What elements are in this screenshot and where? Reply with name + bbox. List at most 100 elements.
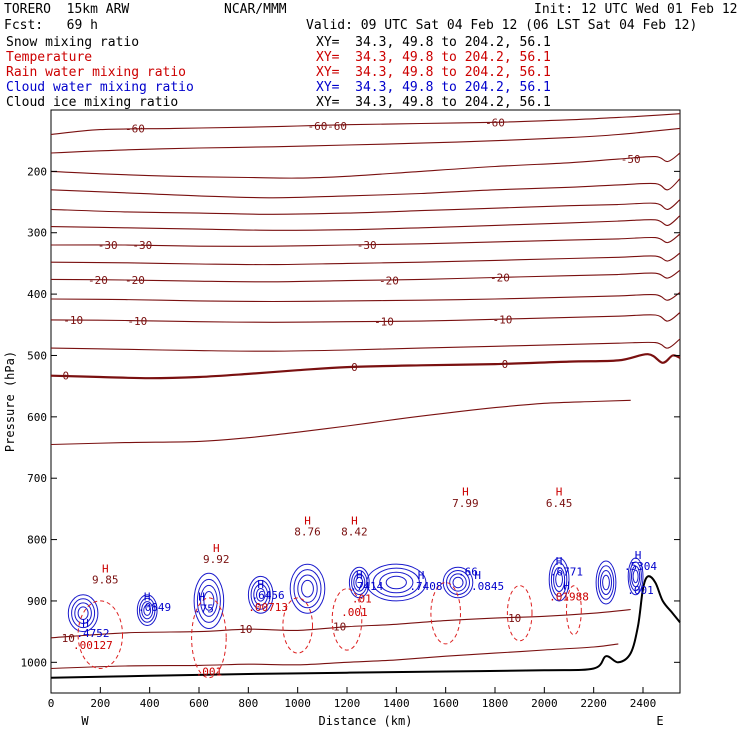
x-tick-label: 600 [189, 697, 209, 710]
value-label: .0845 [471, 580, 504, 593]
value-label: .75 [194, 602, 214, 615]
maximum-marker: H [213, 542, 220, 555]
maximum-marker: H [563, 580, 570, 593]
rain-water-contour [191, 597, 227, 679]
cloud-water-contour [550, 562, 568, 597]
field-name-snow: Snow mixing ratio [6, 35, 140, 50]
west-label: W [81, 714, 89, 728]
field-xy-cloud-ice: XY= 34.3, 49.8 to 204.2, 56.1 [316, 95, 551, 110]
temperature-label: -10 [127, 315, 147, 328]
maximum-marker: H [635, 549, 642, 562]
cloud-water-contour [136, 594, 158, 627]
cloud-water-contour [77, 606, 89, 621]
temperature-contour [50, 312, 681, 323]
maximum-marker: H [556, 486, 563, 499]
y-tick-label: 400 [27, 288, 47, 301]
cloud-water-contour [372, 567, 420, 598]
x-tick-label: 1200 [334, 697, 361, 710]
cloud-water-contours [67, 557, 644, 633]
cloud-water-contour [629, 561, 642, 592]
temperature-contour [50, 113, 681, 136]
axes: 0 200 400 600 800 1000 1200 1400 1600 1800 2000 220… [3, 165, 680, 728]
cloud-water-contour [143, 604, 152, 616]
maximum-marker: H [144, 591, 151, 604]
rain-maximum-label: 9.92 [203, 553, 230, 566]
temperature-label: 0 [502, 358, 509, 371]
cloud-water-contour [71, 598, 96, 629]
cloud-water-contour [366, 563, 427, 602]
value-label: .6456 [252, 589, 285, 602]
maximum-marker: H [304, 515, 311, 528]
temperature-contour [50, 215, 681, 231]
y-tick-label: 600 [27, 411, 47, 424]
temperature-contour [50, 399, 631, 446]
cloud-water-contour [293, 569, 322, 609]
value-label: .00127 [73, 639, 113, 652]
rain-water-contour [506, 585, 533, 642]
temperature-label: -60 [327, 120, 347, 133]
cloud-water-contour [353, 573, 366, 592]
temperature-label: -50 [621, 153, 641, 166]
y-tick-label: 1000 [21, 656, 48, 669]
maximum-marker: H [556, 555, 563, 568]
value-label: .001 [341, 606, 368, 619]
temperature-label: -20 [125, 274, 145, 287]
temperature-label: -60 [125, 122, 145, 135]
cloud-water-contour [631, 565, 641, 588]
maximum-marker: H [351, 515, 358, 528]
cloud-water-contour [196, 578, 221, 623]
x-tick-label: 1400 [383, 697, 410, 710]
value-label: .66 [458, 566, 478, 579]
temperature-label: -20 [379, 275, 399, 288]
x-tick-label: 0 [48, 697, 55, 710]
field-name-cloud-water: Cloud water mixing ratio [6, 80, 194, 95]
y-tick-label: 500 [27, 349, 47, 362]
temperature-label: 0 [351, 361, 358, 374]
rain-water-contour [331, 588, 363, 651]
temperature-label: -20 [88, 274, 108, 287]
temperature-contour [50, 269, 681, 283]
maximum-marker: H [418, 569, 425, 582]
temperature-label: -30 [98, 239, 118, 252]
cloud-water-contour [203, 591, 215, 611]
cloud-water-contour [632, 569, 639, 584]
cloud-water-contour [200, 584, 218, 617]
value-label: .0849 [138, 601, 171, 614]
maximum-marker: H [198, 591, 205, 604]
cloud-water-contour [446, 570, 470, 595]
temperature-contour [50, 252, 681, 266]
cloud-water-contour [602, 574, 610, 591]
temperature-label: -20 [490, 272, 510, 285]
valid-time: Valid: 09 UTC Sat 04 Feb 12 (06 LST Sat … [306, 18, 698, 33]
temperature-label: 0 [62, 370, 69, 383]
value-label: .01 [352, 593, 372, 606]
cloud-water-contour [289, 563, 326, 614]
temperature-label: -30 [132, 239, 152, 252]
init-time: Init: 12 UTC Wed 01 Feb 12 [534, 2, 738, 17]
y-tick-label: 900 [27, 595, 47, 608]
cloud-water-contour [553, 567, 566, 592]
field-name-rain: Rain water mixing ratio [6, 65, 187, 80]
rain-water-contour [282, 597, 314, 654]
rain-maximum-label: 8.76 [294, 526, 321, 539]
temperature-label: -60 [485, 116, 505, 129]
temperature-contour [50, 291, 681, 303]
forecast-hour: Fcst: 69 h [4, 18, 98, 33]
y-axis-label: Pressure (hPa) [3, 351, 17, 452]
cloud-water-contour [67, 594, 99, 633]
rain-maximum-label: 7.99 [452, 497, 479, 510]
value-label: .01988 [549, 591, 589, 604]
cloud-water-contour [385, 575, 407, 590]
field-xy-snow: XY= 34.3, 49.8 to 204.2, 56.1 [316, 35, 551, 50]
field-name-temperature: Temperature [6, 50, 93, 65]
x-tick-label: 2200 [580, 697, 607, 710]
value-label: .001 [196, 666, 223, 679]
cloud-water-contour [555, 571, 563, 588]
rain-water-contour [566, 585, 582, 636]
temperature-contour [50, 199, 681, 215]
cloud-water-contour [355, 576, 364, 589]
rain-water-contour [430, 582, 462, 645]
temperature-label: -60 [307, 120, 327, 133]
model-title: TORERO 15km ARW [4, 2, 130, 17]
